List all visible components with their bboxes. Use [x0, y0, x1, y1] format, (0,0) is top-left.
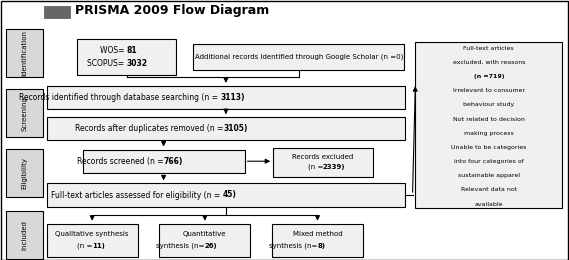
- FancyBboxPatch shape: [272, 224, 363, 257]
- Text: synthesis (n=: synthesis (n=: [269, 243, 318, 250]
- Text: (n =: (n =: [77, 243, 92, 250]
- Text: Qualitative synthesis: Qualitative synthesis: [55, 231, 129, 237]
- Text: excluded, with reasons: excluded, with reasons: [452, 60, 525, 65]
- Text: Full-text articles assessed for eligibility (n =: Full-text articles assessed for eligibil…: [51, 191, 223, 199]
- Text: 11): 11): [92, 243, 105, 249]
- Text: making process: making process: [464, 131, 514, 136]
- Text: available: available: [475, 202, 503, 207]
- FancyBboxPatch shape: [6, 29, 43, 77]
- FancyBboxPatch shape: [47, 224, 138, 257]
- Text: behaviour study: behaviour study: [463, 102, 514, 107]
- FancyBboxPatch shape: [47, 183, 405, 207]
- Text: 81: 81: [126, 46, 137, 55]
- Text: Records identified through database searching (n =: Records identified through database sear…: [19, 93, 220, 102]
- Text: Full-text articles: Full-text articles: [464, 46, 514, 51]
- FancyBboxPatch shape: [193, 44, 404, 70]
- Text: Unable to be categories: Unable to be categories: [451, 145, 526, 150]
- FancyBboxPatch shape: [47, 117, 405, 140]
- Text: Screening: Screening: [21, 96, 27, 131]
- Text: WOS=: WOS=: [100, 46, 126, 55]
- Text: 2339): 2339): [323, 164, 345, 170]
- FancyBboxPatch shape: [83, 150, 245, 173]
- Text: PRISMA 2009 Flow Diagram: PRISMA 2009 Flow Diagram: [75, 4, 269, 17]
- Text: Records excluded: Records excluded: [292, 154, 353, 160]
- FancyBboxPatch shape: [6, 149, 43, 197]
- Text: 3105): 3105): [223, 124, 248, 133]
- Text: SCOPUS=: SCOPUS=: [87, 59, 126, 68]
- FancyBboxPatch shape: [159, 224, 250, 257]
- Text: Included: Included: [21, 220, 27, 250]
- Text: into four categories of: into four categories of: [454, 159, 523, 164]
- FancyBboxPatch shape: [47, 86, 405, 109]
- Text: Records after duplicates removed (n =: Records after duplicates removed (n =: [75, 124, 223, 133]
- FancyBboxPatch shape: [44, 6, 70, 18]
- Text: Mixed method: Mixed method: [292, 231, 343, 237]
- Text: 3113): 3113): [220, 93, 245, 102]
- Text: Identification: Identification: [21, 30, 27, 76]
- Text: 45): 45): [223, 191, 237, 199]
- FancyBboxPatch shape: [6, 211, 43, 259]
- Text: sustainable apparel: sustainable apparel: [458, 173, 519, 178]
- Text: Not related to decision: Not related to decision: [453, 116, 525, 121]
- Text: 8): 8): [318, 243, 325, 249]
- Text: synthesis (n=: synthesis (n=: [156, 243, 205, 250]
- Text: (n =719): (n =719): [473, 74, 504, 79]
- Text: Quantitative: Quantitative: [183, 231, 226, 237]
- Text: Irrelevant to consumer: Irrelevant to consumer: [453, 88, 525, 93]
- Text: (n =: (n =: [307, 164, 323, 171]
- Text: 26): 26): [205, 243, 217, 249]
- Text: Records screened (n =: Records screened (n =: [77, 157, 163, 166]
- FancyBboxPatch shape: [415, 42, 562, 208]
- Text: Additional records identified through Google Scholar (n =0): Additional records identified through Go…: [195, 54, 403, 60]
- FancyBboxPatch shape: [273, 148, 373, 177]
- Text: Eligibility: Eligibility: [21, 157, 27, 189]
- Text: 3032: 3032: [126, 59, 147, 68]
- FancyBboxPatch shape: [77, 39, 176, 75]
- Text: Relevant data not: Relevant data not: [461, 187, 517, 192]
- Text: 766): 766): [163, 157, 183, 166]
- FancyBboxPatch shape: [6, 89, 43, 137]
